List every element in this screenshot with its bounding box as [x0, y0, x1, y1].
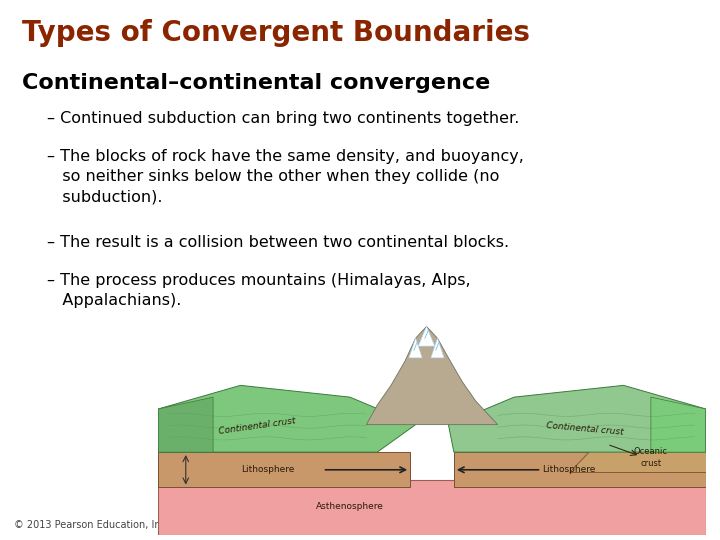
Polygon shape — [651, 397, 706, 452]
Text: Lithosphere: Lithosphere — [542, 465, 595, 474]
Text: Continental crust: Continental crust — [546, 421, 624, 436]
Polygon shape — [454, 452, 706, 488]
Polygon shape — [158, 386, 415, 452]
Text: © 2013 Pearson Education, Inc.: © 2013 Pearson Education, Inc. — [14, 520, 169, 530]
Text: Oceanic: Oceanic — [634, 447, 668, 456]
Text: Continental crust: Continental crust — [218, 417, 296, 436]
Text: Types of Convergent Boundaries: Types of Convergent Boundaries — [22, 19, 530, 47]
Polygon shape — [569, 444, 706, 472]
Polygon shape — [158, 480, 706, 535]
Text: – The result is a collision between two continental blocks.: – The result is a collision between two … — [47, 235, 509, 250]
Text: – Continued subduction can bring two continents together.: – Continued subduction can bring two con… — [47, 111, 519, 126]
Text: crust: crust — [640, 459, 662, 468]
Text: – The blocks of rock have the same density, and buoyancy,
   so neither sinks be: – The blocks of rock have the same densi… — [47, 148, 523, 204]
Polygon shape — [158, 452, 410, 488]
Polygon shape — [158, 397, 213, 452]
Text: – The process produces mountains (Himalayas, Alps,
   Appalachians).: – The process produces mountains (Himala… — [47, 273, 470, 308]
Polygon shape — [449, 386, 706, 452]
Polygon shape — [366, 327, 498, 424]
Polygon shape — [409, 338, 422, 358]
Polygon shape — [431, 338, 444, 358]
Text: Lithosphere: Lithosphere — [241, 465, 294, 474]
Polygon shape — [418, 327, 435, 346]
Text: Asthenosphere: Asthenosphere — [316, 502, 384, 511]
Text: Continental–continental convergence: Continental–continental convergence — [22, 73, 490, 93]
